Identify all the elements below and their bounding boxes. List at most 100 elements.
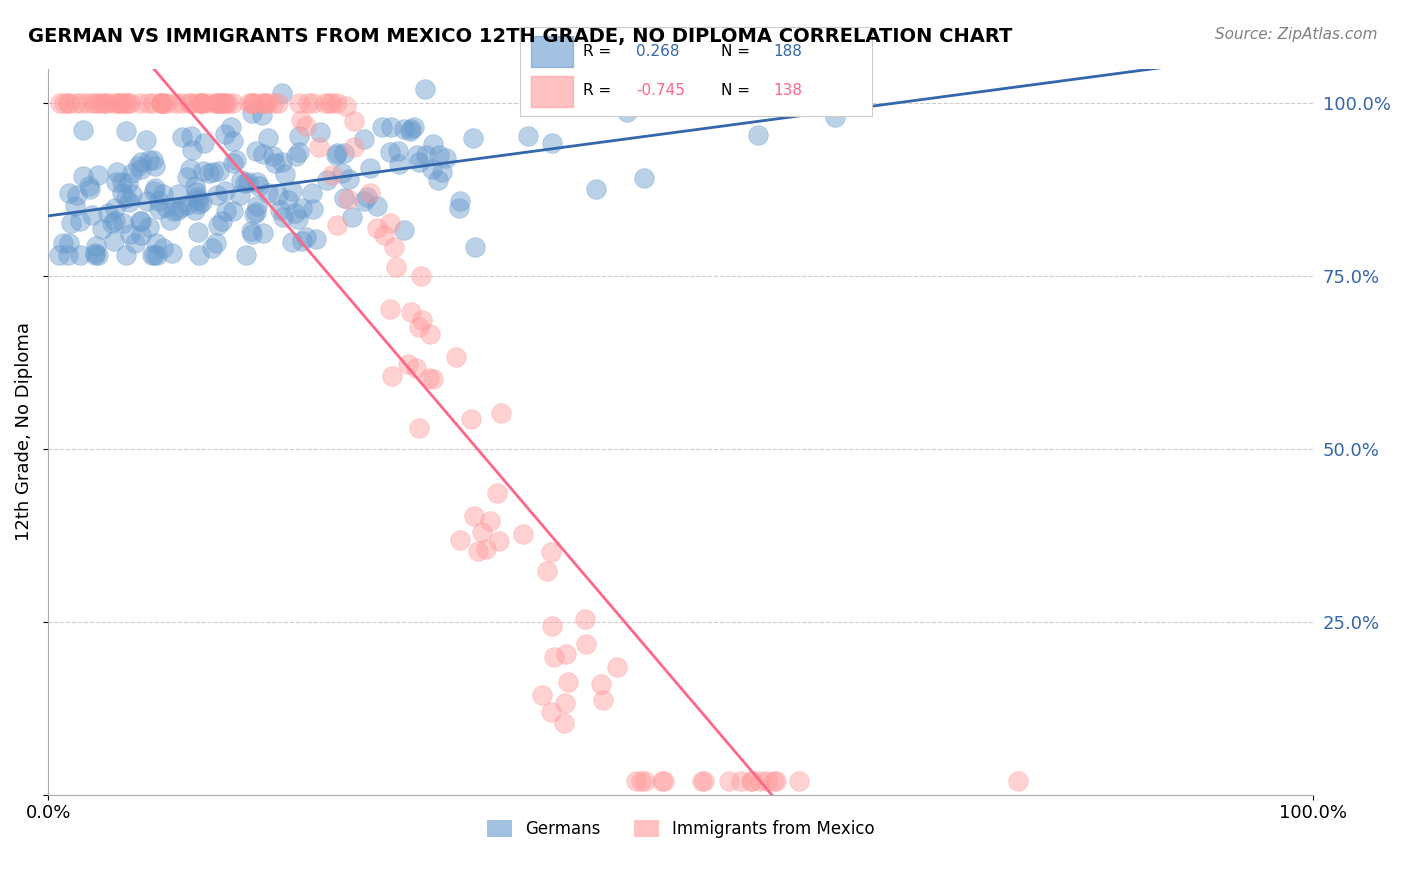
Point bbox=[215, 204, 238, 219]
Point bbox=[318, 96, 340, 111]
Point bbox=[172, 130, 194, 145]
Point bbox=[335, 99, 357, 113]
Point bbox=[301, 186, 323, 201]
Text: N =: N = bbox=[721, 45, 749, 59]
Point bbox=[217, 96, 239, 111]
Point bbox=[91, 96, 114, 111]
Point bbox=[159, 212, 181, 227]
Point bbox=[748, 773, 770, 788]
Point bbox=[240, 227, 263, 241]
Point bbox=[127, 160, 149, 174]
Point bbox=[186, 190, 208, 204]
Point bbox=[243, 96, 266, 111]
Point bbox=[193, 164, 215, 178]
Point bbox=[191, 194, 214, 209]
Point bbox=[129, 161, 152, 176]
Point bbox=[52, 96, 75, 111]
Point bbox=[155, 200, 177, 214]
Point bbox=[413, 82, 436, 96]
Point bbox=[489, 406, 512, 420]
Point bbox=[187, 196, 209, 211]
Point bbox=[148, 202, 170, 216]
Point bbox=[256, 186, 278, 200]
Point bbox=[326, 145, 349, 160]
Point bbox=[82, 209, 104, 223]
Point bbox=[557, 675, 579, 690]
Point bbox=[449, 202, 471, 216]
Point bbox=[309, 124, 332, 138]
Point bbox=[156, 96, 179, 111]
Point bbox=[475, 541, 498, 556]
Point bbox=[291, 201, 314, 215]
Point bbox=[214, 96, 236, 111]
Point bbox=[692, 773, 714, 788]
Point bbox=[187, 248, 209, 262]
Text: -0.745: -0.745 bbox=[637, 84, 685, 98]
Point bbox=[541, 136, 564, 151]
Point bbox=[152, 241, 174, 255]
Point bbox=[308, 140, 330, 154]
Point bbox=[763, 773, 786, 788]
Point bbox=[72, 169, 94, 184]
Point bbox=[79, 179, 101, 194]
Point bbox=[630, 773, 652, 788]
Point bbox=[401, 121, 423, 136]
Point bbox=[330, 166, 353, 180]
Point bbox=[107, 96, 129, 111]
Point bbox=[105, 165, 128, 179]
Point bbox=[101, 96, 124, 111]
Point bbox=[449, 194, 471, 208]
Point bbox=[162, 245, 184, 260]
Point bbox=[430, 165, 453, 179]
Point bbox=[146, 248, 169, 262]
Point bbox=[58, 96, 80, 111]
Point bbox=[302, 96, 325, 111]
Point bbox=[149, 96, 172, 111]
Point bbox=[145, 235, 167, 250]
Point bbox=[118, 96, 141, 111]
Point bbox=[58, 248, 80, 262]
Point bbox=[209, 96, 232, 111]
Point bbox=[540, 705, 562, 719]
Point bbox=[63, 199, 86, 213]
Point bbox=[246, 175, 269, 189]
Point bbox=[82, 96, 104, 111]
Point bbox=[415, 148, 437, 162]
Point bbox=[83, 245, 105, 260]
Point bbox=[271, 210, 294, 224]
Point bbox=[394, 122, 416, 136]
Point bbox=[316, 172, 339, 186]
Point bbox=[326, 96, 349, 111]
Point bbox=[427, 173, 450, 187]
Point bbox=[243, 207, 266, 221]
Point bbox=[207, 96, 229, 111]
Point bbox=[281, 185, 304, 199]
Point bbox=[252, 96, 274, 111]
Point bbox=[592, 693, 614, 707]
Point bbox=[297, 96, 319, 111]
Point bbox=[263, 96, 285, 111]
Point bbox=[294, 119, 316, 133]
Point bbox=[343, 114, 366, 128]
Point bbox=[180, 96, 202, 111]
Point bbox=[422, 372, 444, 386]
Point bbox=[129, 214, 152, 228]
Point bbox=[152, 187, 174, 202]
Point bbox=[408, 154, 430, 169]
Point bbox=[353, 194, 375, 209]
Point bbox=[150, 96, 173, 111]
Point bbox=[89, 96, 111, 111]
Point bbox=[94, 96, 117, 111]
Point bbox=[79, 182, 101, 196]
Point bbox=[652, 773, 675, 788]
Point bbox=[479, 514, 502, 528]
Point bbox=[325, 148, 347, 162]
Point bbox=[190, 96, 212, 111]
Point bbox=[388, 156, 411, 170]
Point bbox=[250, 108, 273, 122]
Point bbox=[284, 206, 307, 220]
Point bbox=[69, 248, 91, 262]
Point bbox=[117, 96, 139, 111]
Point bbox=[87, 248, 110, 262]
Point bbox=[129, 213, 152, 227]
